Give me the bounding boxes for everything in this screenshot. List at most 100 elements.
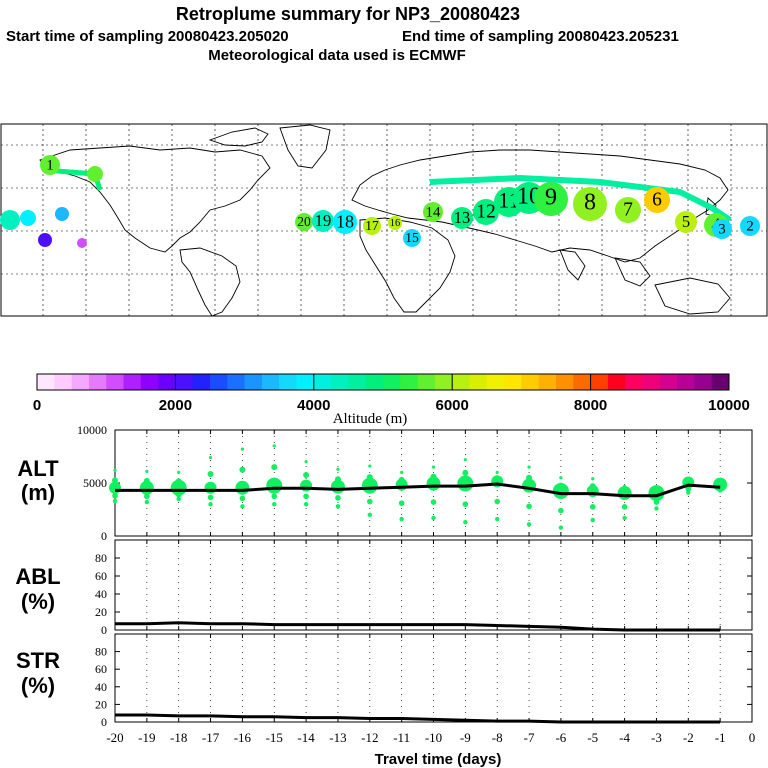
- alt-scatter-dot: [336, 467, 340, 471]
- panel-abl: 80 60 40 20 0: [95, 539, 753, 637]
- colorbar-cell: [140, 374, 159, 390]
- colorbar-cell: [711, 374, 730, 390]
- colorbar-label: Altitude (m): [333, 411, 408, 427]
- alt-scatter-dot: [718, 482, 722, 486]
- plume-day-label: 13: [454, 208, 471, 227]
- alt-scatter-dot: [431, 515, 436, 521]
- colorbar-cell: [383, 374, 401, 390]
- alt-scatter-dot: [494, 475, 501, 482]
- x-tick-label: -20: [106, 730, 123, 745]
- plume-day-label: 6: [652, 189, 662, 210]
- x-tick-label: -17: [202, 730, 220, 745]
- plume-dot: [403, 229, 421, 247]
- alt-scatter-dot: [623, 484, 627, 488]
- series-line-abl: [115, 621, 721, 632]
- alt-scatter-dot: [175, 478, 182, 485]
- abl-panel-label: ABL: [15, 564, 60, 589]
- alt-scatter-dot: [207, 470, 214, 477]
- alt-panel-label: ALT: [17, 456, 59, 481]
- plume-dot: [675, 211, 697, 233]
- alt-scatter-dot: [240, 504, 245, 509]
- alt-scatter-dot: [303, 493, 309, 500]
- alt-scatter-dot: [430, 473, 437, 480]
- x-tick-label: -8: [492, 730, 503, 745]
- plume-day-label: 2: [746, 219, 754, 235]
- colorbar-cell: [227, 374, 246, 390]
- y-tick-label: 40: [95, 680, 107, 694]
- x-tick-label: -16: [234, 730, 252, 745]
- colorbar-cell: [331, 374, 349, 390]
- x-tick-label: -2: [683, 730, 694, 745]
- plume-day-label: 15: [405, 230, 419, 245]
- alt-scatter-dot: [430, 499, 437, 505]
- colorbar-cell: [313, 374, 332, 390]
- y-tick-label: 40: [95, 587, 107, 601]
- colorbar-cell: [452, 374, 470, 390]
- plume-dot-secondary: [0, 210, 20, 230]
- alt-scatter-dot: [526, 522, 532, 527]
- plume-dot: [333, 210, 357, 234]
- x-tick-label: -5: [587, 730, 598, 745]
- alt-scatter-dot: [112, 492, 118, 499]
- str-panel-label: STR: [16, 648, 60, 673]
- colorbar-cell: [417, 374, 436, 390]
- plume-dot: [473, 199, 499, 225]
- alt-scatter-dot: [558, 525, 564, 530]
- colorbar-cell: [434, 374, 453, 390]
- series-line-alt: [115, 482, 721, 498]
- subtitle-end: End time of sampling 20080423.205231: [402, 28, 679, 45]
- alt-scatter-dot: [239, 495, 246, 502]
- alt-scatter-dot: [144, 493, 150, 500]
- alt-scatter-dot: [367, 498, 373, 505]
- y-tick-label: 20: [95, 605, 107, 619]
- alt-scatter-dot: [431, 465, 436, 469]
- colorbar-cell: [642, 374, 661, 390]
- colorbar-tick-label: 0: [33, 397, 41, 414]
- y-tick-label: 10000: [77, 423, 107, 437]
- plume-dot-secondary: [55, 207, 69, 221]
- alt-panel-unit: (m): [21, 480, 55, 505]
- alt-scatter-dot: [304, 460, 308, 464]
- colorbar-cell: [279, 374, 297, 390]
- panel-frame: [114, 633, 753, 723]
- plume-dot: [423, 202, 443, 222]
- plume-day-label: 8: [584, 189, 596, 215]
- alt-scatter-dot: [557, 482, 564, 489]
- alt-scatter-dot: [334, 476, 341, 483]
- alt-scatter-dot: [303, 502, 309, 507]
- alt-scatter-dot: [591, 477, 595, 481]
- y-tick-label: 0: [101, 623, 107, 637]
- plume-dots: 2019181716151413121110987654321: [0, 155, 760, 248]
- plume-day-label: 5: [682, 212, 690, 231]
- alt-scatter-dot: [463, 458, 467, 462]
- colorbar: 0 2000 4000 6000 8000 10000 Altitude (m): [33, 373, 750, 427]
- alt-scatter-dot: [621, 504, 628, 510]
- x-tick-label: -9: [460, 730, 471, 745]
- series-line-str: [115, 713, 721, 724]
- alt-scatter-dot: [526, 474, 533, 481]
- x-tick-label: -6: [555, 730, 566, 745]
- alt-scatter-dot: [177, 470, 181, 474]
- alt-scatter-dot: [589, 504, 596, 510]
- alt-scatter-dot: [208, 502, 213, 507]
- subtitle-start: Start time of sampling 20080423.205020: [6, 28, 289, 45]
- colorbar-cell: [88, 374, 107, 390]
- colorbar-cell: [590, 374, 609, 390]
- colorbar-cell: [659, 374, 678, 390]
- colorbar-cell: [261, 374, 280, 390]
- x-tick-label: -19: [138, 730, 155, 745]
- alt-scatter-dot: [462, 469, 469, 476]
- alt-scatter-dot: [558, 507, 564, 514]
- plume-day-label: 1: [46, 158, 54, 174]
- panel-frame: [114, 539, 753, 631]
- alt-scatter-dot: [398, 500, 405, 506]
- plume-dot: [40, 155, 60, 175]
- plume-dot: [312, 210, 334, 232]
- alt-scatter-dot: [272, 444, 276, 448]
- alt-scatter-dot: [144, 499, 150, 505]
- colorbar-cell: [573, 374, 592, 390]
- plume-day-label: 9: [545, 184, 557, 210]
- x-tick-label: -3: [651, 730, 662, 745]
